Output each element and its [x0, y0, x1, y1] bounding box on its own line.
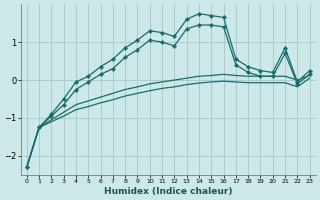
X-axis label: Humidex (Indice chaleur): Humidex (Indice chaleur) [104, 187, 232, 196]
